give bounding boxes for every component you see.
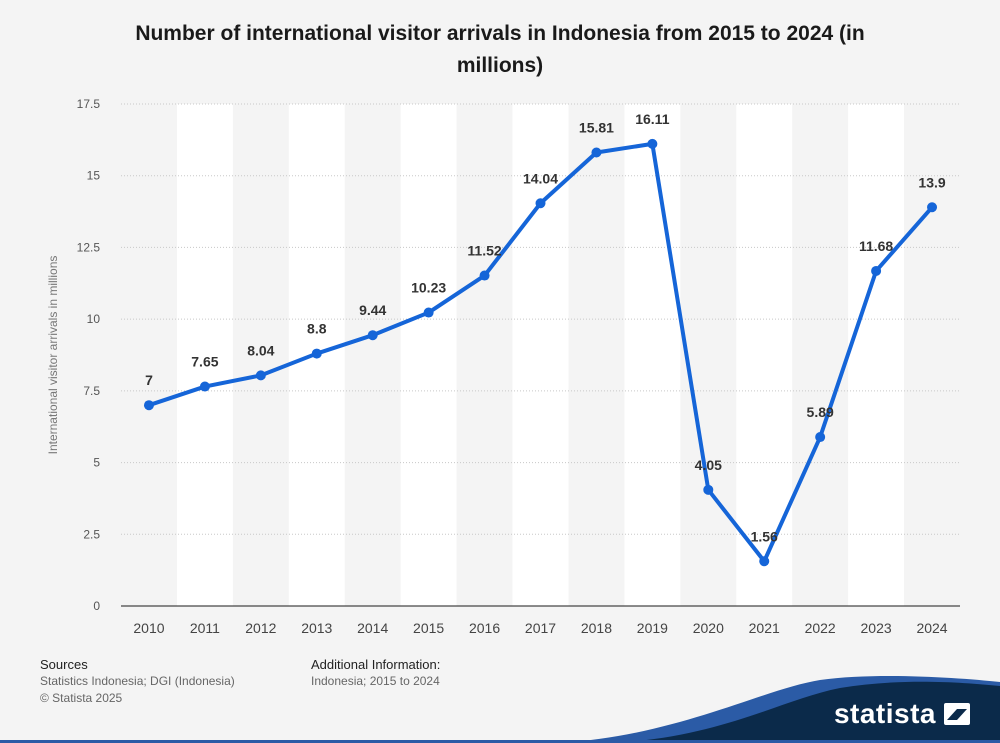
data-label: 4.05 (695, 457, 722, 473)
data-label: 8.8 (307, 321, 327, 337)
data-label: 16.11 (635, 111, 669, 127)
data-point[interactable] (647, 138, 658, 149)
x-tick-label: 2013 (301, 620, 332, 636)
y-tick-label: 2.5 (83, 527, 100, 541)
x-tick-label: 2014 (357, 620, 388, 636)
gridlines (121, 103, 960, 535)
data-point[interactable] (479, 270, 490, 281)
x-tick-label: 2011 (190, 620, 220, 636)
data-label: 7.65 (191, 354, 218, 370)
additional-info-block: Additional Information: Indonesia; 2015 … (311, 656, 440, 690)
y-tick-label: 15 (87, 169, 101, 183)
data-point[interactable] (703, 484, 714, 495)
data-point[interactable] (871, 265, 882, 276)
statista-logo-icon (944, 703, 970, 725)
y-tick-label: 0 (93, 599, 100, 613)
data-label: 10.23 (411, 280, 446, 296)
y-axis-label: International visitor arrivals in millio… (46, 256, 60, 455)
data-label: 8.04 (247, 342, 274, 358)
y-tick-label: 17.5 (77, 97, 101, 111)
y-tick-label: 7.5 (83, 384, 100, 398)
data-point[interactable] (143, 400, 154, 411)
x-tick-label: 2012 (245, 620, 276, 636)
data-label: 11.68 (859, 238, 893, 254)
data-point[interactable] (255, 370, 266, 381)
data-point[interactable] (535, 198, 546, 209)
y-axis-ticks: 0 2.5 5 7.5 10 12.5 15 17.5 (77, 97, 101, 613)
chart-title: Number of international visitor arrivals… (135, 22, 865, 77)
data-label: 11.52 (467, 243, 501, 259)
x-tick-label: 2021 (749, 620, 780, 636)
data-label: 9.44 (359, 302, 386, 318)
x-tick-label: 2020 (693, 620, 724, 636)
band-2015 (400, 104, 457, 606)
data-labels: 7 7.65 8.04 8.8 9.44 10.23 11.52 14.04 15.81 16.1… (145, 111, 946, 544)
data-points (143, 138, 938, 567)
data-label: 1.56 (751, 528, 778, 544)
sources-line: Statistics Indonesia; DGI (Indonesia) (40, 674, 235, 688)
data-point[interactable] (759, 556, 770, 567)
data-point[interactable] (591, 147, 602, 158)
x-tick-label: 2018 (581, 620, 612, 636)
x-tick-label: 2017 (525, 620, 556, 636)
additional-info-line: Indonesia; 2015 to 2024 (311, 674, 440, 688)
sources-block: Sources Statistics Indonesia; DGI (Indon… (40, 656, 235, 707)
x-axis-ticks: 2010 2011 2012 2013 2014 2015 2016 2017 2018 2019… (133, 620, 947, 636)
x-tick-label: 2024 (916, 620, 947, 636)
band-2023 (848, 104, 905, 606)
x-tick-label: 2019 (637, 620, 668, 636)
data-point[interactable] (927, 202, 938, 213)
y-tick-label: 5 (93, 456, 100, 470)
band-2019 (624, 104, 681, 606)
sources-heading[interactable]: Sources (40, 657, 88, 672)
additional-info-heading[interactable]: Additional Information: (311, 657, 441, 672)
x-tick-label: 2023 (861, 620, 892, 636)
data-label: 7 (145, 372, 153, 388)
copyright-line: © Statista 2025 (40, 691, 123, 705)
band-2011 (176, 104, 233, 606)
data-point[interactable] (367, 330, 378, 341)
data-label: 14.04 (523, 170, 558, 186)
x-tick-label: 2022 (805, 620, 836, 636)
data-point[interactable] (815, 432, 826, 443)
x-tick-label: 2010 (133, 620, 164, 636)
data-label: 15.81 (579, 119, 614, 135)
statista-wordmark: statista (833, 698, 936, 729)
statista-logo[interactable]: statista (834, 698, 970, 730)
data-label: 13.9 (918, 174, 945, 190)
y-tick-label: 10 (87, 312, 101, 326)
data-label: 5.89 (807, 404, 834, 420)
y-tick-label: 12.5 (77, 240, 101, 254)
x-tick-label: 2016 (469, 620, 500, 636)
x-tick-label: 2015 (413, 620, 444, 636)
data-point[interactable] (423, 307, 434, 318)
data-point[interactable] (199, 381, 210, 392)
data-point[interactable] (311, 348, 322, 359)
